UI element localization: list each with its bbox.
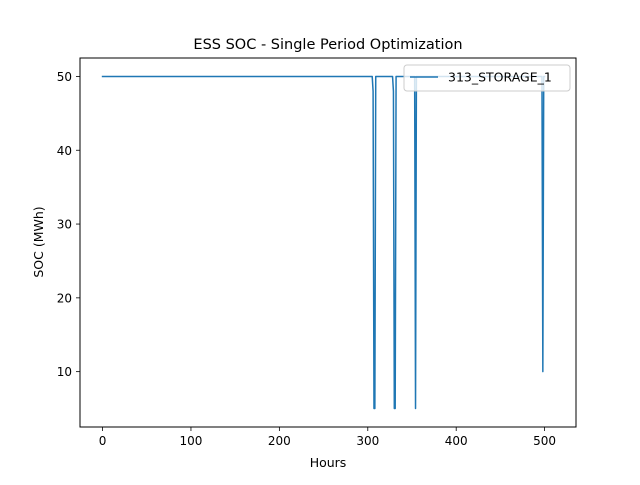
legend-box <box>403 64 571 92</box>
y-tick-label: 30 <box>57 218 72 232</box>
x-tick-label: 0 <box>99 434 107 448</box>
x-tick-label: 500 <box>533 434 556 448</box>
y-tick-label: 10 <box>57 365 72 379</box>
axes-frame <box>79 57 577 428</box>
y-tick-label: 40 <box>57 144 72 158</box>
legend-label: 313_STORAGE_1 <box>448 70 552 85</box>
x-tick-label: 100 <box>180 434 203 448</box>
y-axis-label: SOC (MWh) <box>31 206 46 277</box>
x-tick-label: 200 <box>268 434 291 448</box>
legend: 313_STORAGE_1 <box>403 64 571 92</box>
x-tick-label: 400 <box>445 434 468 448</box>
axis-ticks: 0 100 200 300 400 500 10 20 30 40 50 <box>57 70 556 448</box>
y-tick-label: 20 <box>57 291 72 305</box>
chart-title: ESS SOC - Single Period Optimization <box>193 37 462 53</box>
y-tick-label: 50 <box>57 70 72 84</box>
x-axis-label: Hours <box>310 455 347 470</box>
x-tick-label: 300 <box>356 434 379 448</box>
